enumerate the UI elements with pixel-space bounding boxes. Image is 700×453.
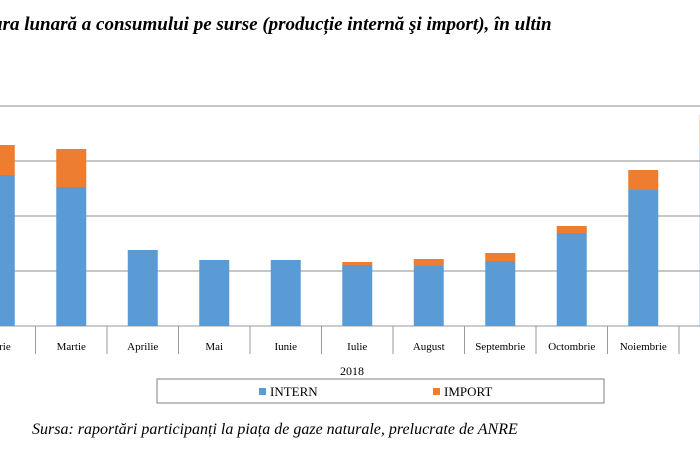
- legend-swatch-import: [433, 388, 440, 395]
- bar-intern-mai: [199, 260, 230, 326]
- tick-label-aprilie: Aprilie: [127, 341, 158, 353]
- bar-import-septembrie: [485, 253, 516, 261]
- bar-intern-narie: [0, 175, 15, 326]
- bar-intern-iulie: [342, 265, 373, 326]
- tick-label-iulie: Iulie: [347, 341, 367, 353]
- tick-label-mai: Mai: [205, 341, 223, 353]
- bar-intern-octombrie: [556, 233, 587, 326]
- bar-import-martie: [56, 149, 87, 187]
- bar-import-iulie: [342, 262, 373, 265]
- tick-label-narie: narie: [0, 341, 11, 353]
- legend-label-import: IMPORT: [444, 384, 492, 399]
- bar-intern-august: [413, 266, 444, 326]
- bar-intern-aprilie: [127, 250, 158, 326]
- bar-intern-septembrie: [485, 261, 516, 326]
- tick-label-septembrie: Septembrie: [475, 341, 525, 353]
- tick-label-martie: Martie: [57, 341, 86, 353]
- legend-box: [156, 378, 605, 404]
- bar-import-octombrie: [556, 226, 587, 233]
- legend-swatch-intern: [259, 388, 266, 395]
- chart-title: ura lunară a consumului pe surse (produc…: [0, 14, 552, 35]
- source-note: Sursa: raportări participanți la piața d…: [32, 421, 518, 438]
- x-axis-label: 2018: [340, 364, 364, 378]
- bar-import-noiembrie: [628, 170, 659, 190]
- bar-intern-martie: [56, 187, 87, 326]
- bar-import-august: [413, 259, 444, 266]
- tick-label-octombrie: Octombrie: [548, 341, 595, 353]
- x-axis: narie Martie Aprilie Mai Iunie Iulie August Sep…: [0, 326, 680, 354]
- tick-label-august: August: [413, 341, 445, 353]
- bar-import-narie: [0, 145, 15, 175]
- legend-label-intern: INTERN: [270, 384, 318, 399]
- tick-label-iunie: Iunie: [274, 341, 297, 353]
- bars: [0, 115, 700, 326]
- bar-intern-iunie: [270, 260, 301, 326]
- bar-intern-noiembrie: [628, 190, 659, 326]
- tick-label-noiembrie: Noiembrie: [620, 341, 667, 353]
- legend: INTERN IMPORT: [156, 378, 605, 404]
